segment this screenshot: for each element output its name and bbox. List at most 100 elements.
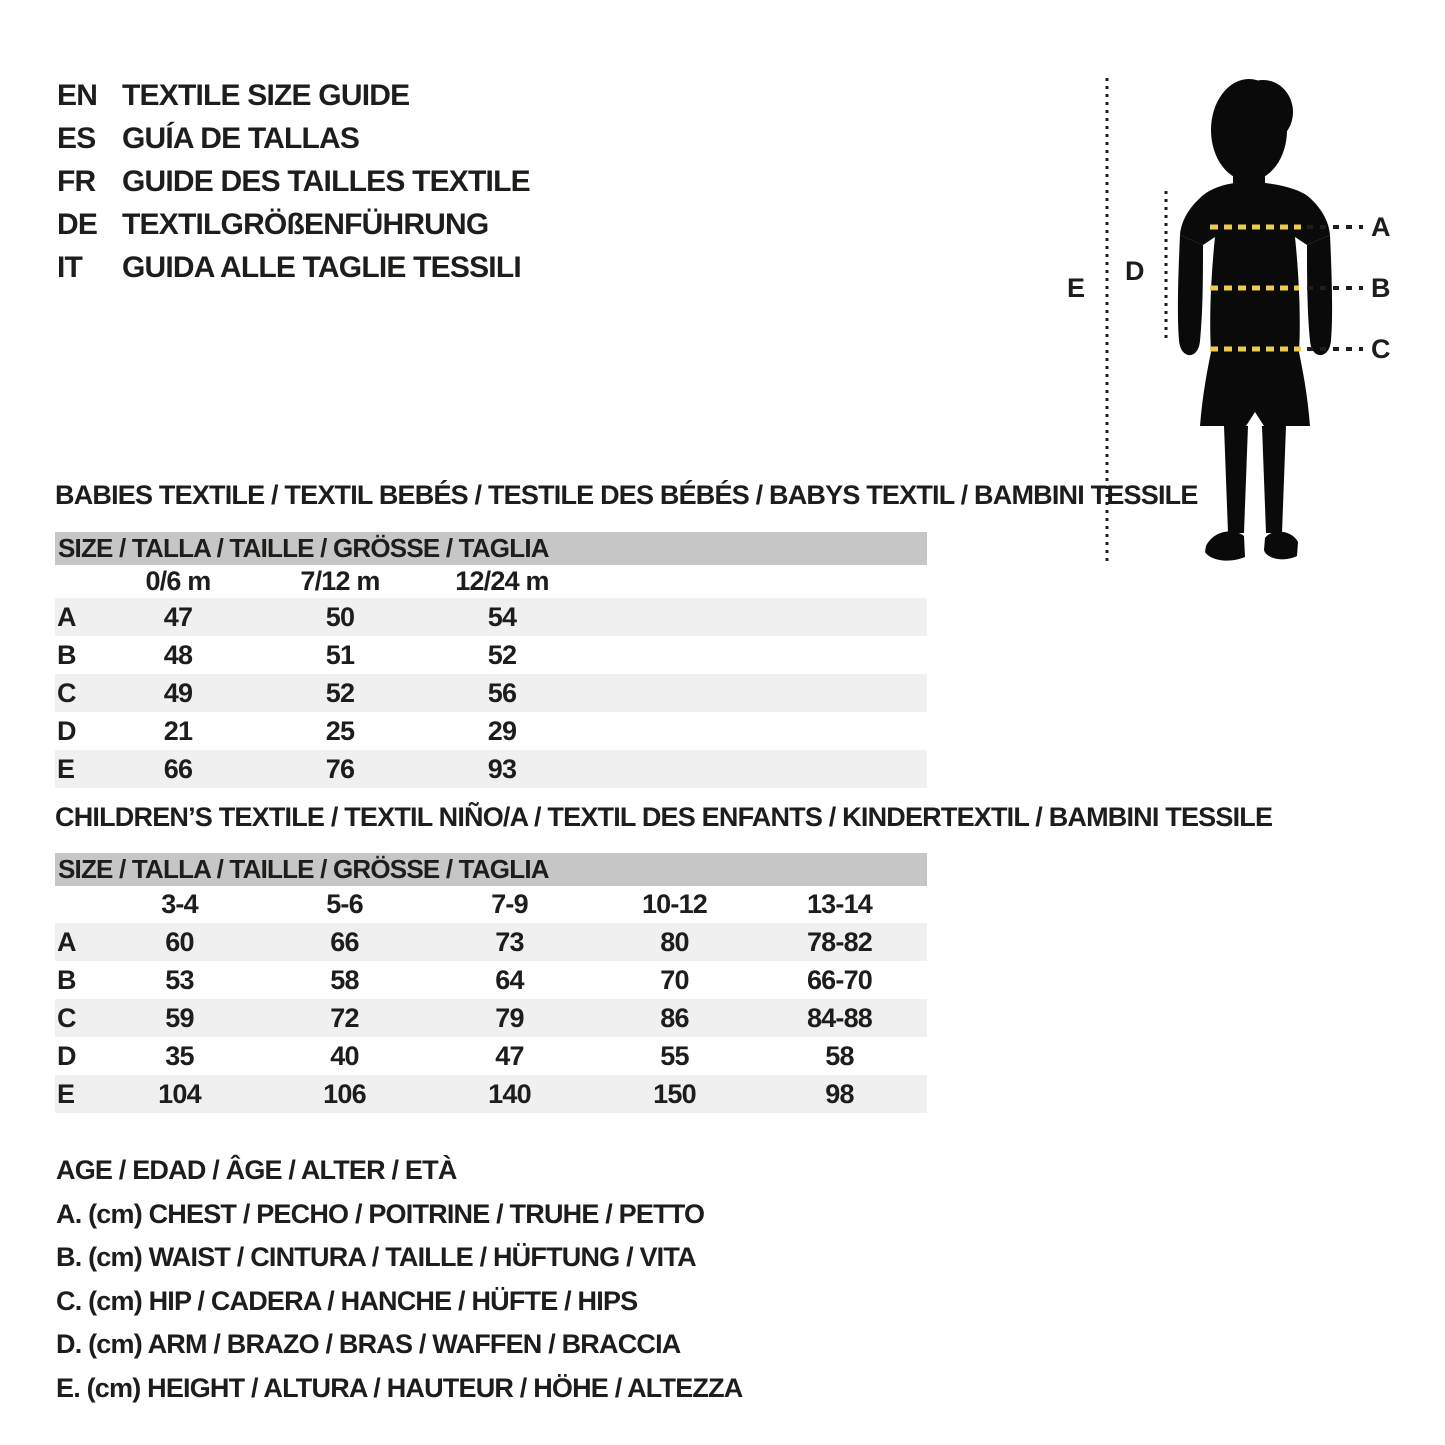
diagram-label-height: E bbox=[1067, 273, 1085, 303]
row-label: A bbox=[57, 926, 77, 957]
column-header: 3-4 bbox=[161, 889, 198, 919]
table-row: E 104 106 140 150 98 bbox=[55, 1075, 927, 1113]
lang-title-es: GUÍA DE TALLAS bbox=[122, 121, 360, 155]
table-cell: 66-70 bbox=[806, 964, 873, 995]
column-header: 12/24 m bbox=[455, 566, 549, 596]
table-cell: 78-82 bbox=[806, 926, 873, 957]
measurement-legend: AGE / EDAD / ÂGE / ALTER / ETÀ A. (cm) C… bbox=[56, 1149, 743, 1410]
table-cell: 98 bbox=[825, 1078, 854, 1109]
lang-row-it: IT GUIDA ALLE TAGLIE TESSILI bbox=[57, 246, 530, 289]
table-cell: 80 bbox=[660, 926, 689, 957]
lang-code-en: EN bbox=[57, 78, 98, 112]
row-label: E bbox=[57, 1078, 75, 1109]
table-row: A 60 66 73 80 78-82 bbox=[55, 923, 927, 961]
table-row: D 35 40 47 55 58 bbox=[55, 1037, 927, 1075]
table-row: E 66 76 93 bbox=[55, 750, 927, 788]
column-header: 10-12 bbox=[641, 889, 708, 919]
row-label: E bbox=[57, 753, 75, 784]
legend-line-height: E. (cm) HEIGHT / ALTURA / HAUTEUR / HÖHE… bbox=[56, 1372, 743, 1403]
children-section-heading: CHILDREN’S TEXTILE / TEXTIL NIÑO/A / TEX… bbox=[55, 802, 1273, 832]
child-silhouette bbox=[1177, 79, 1333, 561]
table-cell: 106 bbox=[323, 1078, 366, 1109]
table-cell: 58 bbox=[330, 964, 359, 995]
table-cell: 58 bbox=[825, 1040, 854, 1071]
lang-row-es: ES GUÍA DE TALLAS bbox=[57, 117, 530, 160]
row-label: C bbox=[57, 677, 77, 708]
lang-title-de: TEXTILGRÖßENFÜHRUNG bbox=[122, 207, 489, 241]
table-cell: 60 bbox=[165, 926, 194, 957]
diagram-label-hip: C bbox=[1371, 334, 1390, 364]
table-row: D 21 25 29 bbox=[55, 712, 927, 750]
row-label: A bbox=[57, 601, 77, 632]
table-cell: 48 bbox=[163, 639, 193, 670]
lang-title-fr: GUIDE DES TAILLES TEXTILE bbox=[122, 164, 531, 198]
column-header: 13-14 bbox=[806, 889, 873, 919]
table-cell: 54 bbox=[487, 601, 517, 632]
legend-line-hip: C. (cm) HIP / CADERA / HANCHE / HÜFTE / … bbox=[56, 1285, 638, 1316]
table-cell: 79 bbox=[495, 1002, 524, 1033]
table-cell: 53 bbox=[165, 964, 194, 995]
legend-line-chest: A. (cm) CHEST / PECHO / POITRINE / TRUHE… bbox=[56, 1198, 705, 1229]
table-cell: 40 bbox=[330, 1040, 359, 1071]
babies-section-heading: BABIES TEXTILE / TEXTIL BEBÉS / TESTILE … bbox=[55, 480, 1198, 510]
diagram-label-chest: A bbox=[1371, 212, 1390, 242]
lang-row-de: DE TEXTILGRÖßENFÜHRUNG bbox=[57, 203, 530, 246]
table-cell: 29 bbox=[487, 715, 517, 746]
column-header: 7/12 m bbox=[300, 566, 380, 596]
table-cell: 56 bbox=[487, 677, 517, 708]
table-cell: 66 bbox=[330, 926, 359, 957]
row-label: B bbox=[57, 964, 77, 995]
row-label: B bbox=[57, 639, 77, 670]
table-cell: 52 bbox=[325, 677, 355, 708]
table-cell: 35 bbox=[165, 1040, 194, 1071]
table-cell: 86 bbox=[660, 1002, 689, 1033]
table-cell: 84-88 bbox=[806, 1002, 873, 1033]
row-label: D bbox=[57, 1040, 77, 1071]
table-row: C 49 52 56 bbox=[55, 674, 927, 712]
table-cell: 64 bbox=[495, 964, 524, 995]
table-cell: 104 bbox=[158, 1078, 201, 1109]
lang-row-en: EN TEXTILE SIZE GUIDE bbox=[57, 74, 530, 117]
table-cell: 70 bbox=[660, 964, 689, 995]
table-cell: 73 bbox=[495, 926, 524, 957]
lang-title-it: GUIDA ALLE TAGLIE TESSILI bbox=[122, 250, 522, 284]
row-label: D bbox=[57, 715, 77, 746]
language-title-list: EN TEXTILE SIZE GUIDE ES GUÍA DE TALLAS … bbox=[57, 74, 531, 289]
table-cell: 150 bbox=[653, 1078, 696, 1109]
table-row: A 47 50 54 bbox=[55, 598, 927, 636]
table-cell: 50 bbox=[325, 601, 355, 632]
table-cell: 72 bbox=[330, 1002, 359, 1033]
lang-code-de: DE bbox=[57, 207, 98, 241]
table-cell: 59 bbox=[165, 1002, 194, 1033]
table-cell: 47 bbox=[163, 601, 193, 632]
lang-code-it: IT bbox=[57, 250, 83, 284]
column-header: 0/6 m bbox=[145, 566, 211, 596]
table-cell: 52 bbox=[487, 639, 517, 670]
legend-line-arm: D. (cm) ARM / BRAZO / BRAS / WAFFEN / BR… bbox=[56, 1329, 681, 1360]
legend-line-waist: B. (cm) WAIST / CINTURA / TAILLE / HÜFTU… bbox=[56, 1242, 697, 1273]
diagram-label-arm: D bbox=[1125, 256, 1144, 286]
table-cell: 25 bbox=[325, 715, 355, 746]
table-cell: 140 bbox=[488, 1078, 531, 1109]
lang-row-fr: FR GUIDE DES TAILLES TEXTILE bbox=[57, 160, 531, 203]
table-cell: 47 bbox=[495, 1040, 524, 1071]
babies-size-table: SIZE / TALLA / TAILLE / GRÖSSE / TAGLIA … bbox=[55, 532, 927, 788]
legend-line-age: AGE / EDAD / ÂGE / ALTER / ETÀ bbox=[56, 1155, 457, 1186]
lang-code-fr: FR bbox=[57, 164, 96, 198]
table-cell: 51 bbox=[325, 639, 355, 670]
table-row: C 59 72 79 86 84-88 bbox=[55, 999, 927, 1037]
row-label: C bbox=[57, 1002, 77, 1033]
babies-table-column-headers: 0/6 m 7/12 m 12/24 m bbox=[55, 565, 927, 598]
children-table-size-header: SIZE / TALLA / TAILLE / GRÖSSE / TAGLIA bbox=[55, 853, 927, 886]
diagram-label-waist: B bbox=[1371, 273, 1390, 303]
child-silhouette-figure bbox=[1105, 78, 1363, 562]
children-size-table: SIZE / TALLA / TAILLE / GRÖSSE / TAGLIA … bbox=[55, 853, 927, 1113]
table-cell: 21 bbox=[163, 715, 193, 746]
table-cell: 76 bbox=[325, 753, 355, 784]
table-row: B 48 51 52 bbox=[55, 636, 927, 674]
column-header: 7-9 bbox=[491, 889, 528, 919]
table-cell: 93 bbox=[487, 753, 517, 784]
children-table-column-headers: 3-4 5-6 7-9 10-12 13-14 bbox=[55, 886, 927, 923]
lang-title-en: TEXTILE SIZE GUIDE bbox=[122, 78, 410, 112]
